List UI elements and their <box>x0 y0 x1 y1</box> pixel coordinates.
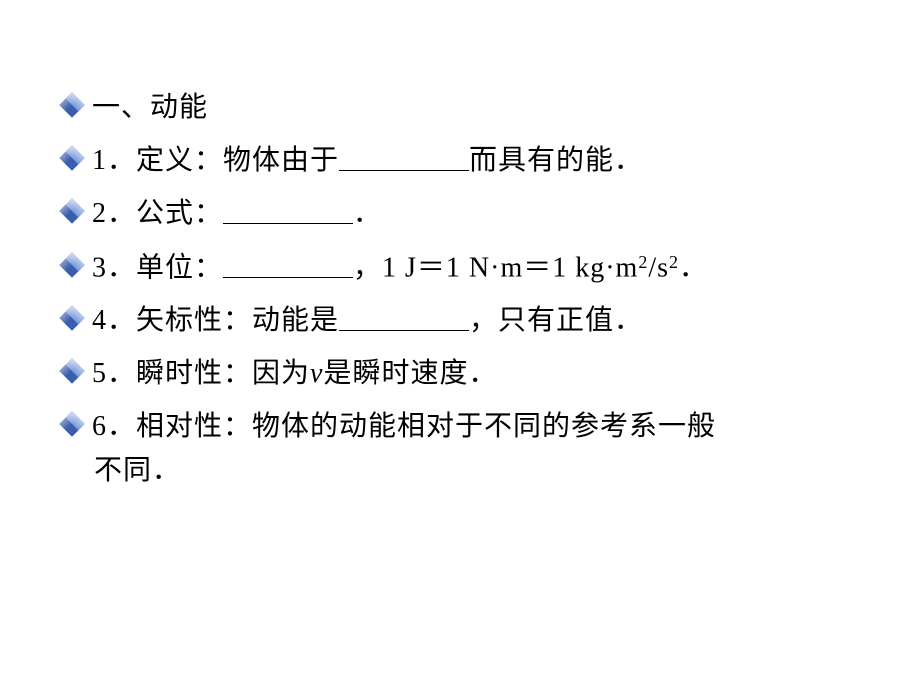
line-6b: 不同． <box>60 451 860 490</box>
line-5-text: 5．瞬时性：因为v是瞬时速度． <box>92 354 497 393</box>
blank-2 <box>223 198 353 224</box>
blank-4 <box>339 305 469 331</box>
bullet-icon <box>60 354 84 380</box>
l3-mid: ，1 J＝1 N·m＝1 kg·m <box>353 252 638 283</box>
l1-prefix: 1．定义：物体由于 <box>92 145 339 176</box>
line-6a-text: 6．相对性：物体的动能相对于不同的参考系一般 <box>92 407 716 446</box>
l1-suffix: 而具有的能． <box>469 145 643 176</box>
bullet-icon <box>60 407 84 433</box>
l5-suffix: 是瞬时速度． <box>323 358 497 389</box>
l4-prefix: 4．矢标性：动能是 <box>92 305 339 336</box>
line-4: 4．矢标性：动能是 ，只有正值． <box>60 301 860 340</box>
l3-prefix: 3．单位： <box>92 252 223 283</box>
bullet-icon <box>60 194 84 220</box>
line-1-text: 1．定义：物体由于 而具有的能． <box>92 141 643 180</box>
bullet-icon <box>60 301 84 327</box>
blank-1 <box>339 145 469 171</box>
line-title: 一、动能 <box>60 88 860 127</box>
l5-italic: v <box>310 358 323 389</box>
line-2-text: 2．公式： ． <box>92 194 382 233</box>
line-4-text: 4．矢标性：动能是 ，只有正值． <box>92 301 643 340</box>
slide-content: 一、动能 1．定义：物体由于 而具有的能． 2．公式： ． 3．单位： ，1 J＝1 … <box>0 0 920 490</box>
blank-3 <box>223 252 353 278</box>
l5-prefix: 5．瞬时性：因为 <box>92 358 310 389</box>
line-2: 2．公式： ． <box>60 194 860 233</box>
l3-mid2: /s <box>648 252 669 283</box>
title-text: 一、动能 <box>92 88 208 127</box>
l3-sup1: 2 <box>638 252 648 272</box>
bullet-icon <box>60 248 84 274</box>
bullet-icon <box>60 141 84 167</box>
line-6a: 6．相对性：物体的动能相对于不同的参考系一般 <box>60 407 860 446</box>
l3-sup2: 2 <box>669 252 679 272</box>
l3-suffix: ． <box>679 252 708 283</box>
line-6b-text: 不同． <box>60 451 181 490</box>
line-3-text: 3．单位：，1 J＝1 N·m＝1 kg·m2/s2． <box>92 248 708 288</box>
bullet-icon <box>60 88 84 114</box>
line-3: 3．单位：，1 J＝1 N·m＝1 kg·m2/s2． <box>60 248 860 288</box>
line-5: 5．瞬时性：因为v是瞬时速度． <box>60 354 860 393</box>
l2-prefix: 2．公式： <box>92 198 223 229</box>
l2-suffix: ． <box>353 198 382 229</box>
l4-suffix: ，只有正值． <box>469 305 643 336</box>
line-1: 1．定义：物体由于 而具有的能． <box>60 141 860 180</box>
